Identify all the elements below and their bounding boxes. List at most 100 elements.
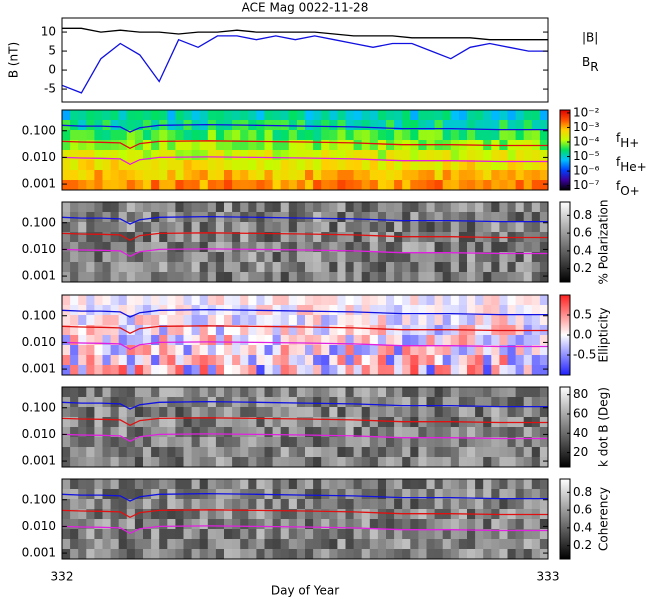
spectrogram-cell <box>305 160 314 171</box>
spectrogram-cell <box>531 499 541 510</box>
spectrogram-cell <box>491 160 500 171</box>
spectrogram-cell <box>394 417 403 428</box>
spectrogram-cell <box>442 272 452 283</box>
spectrogram-cell <box>337 232 346 243</box>
spectrogram-cell <box>434 427 444 438</box>
spectrogram-cell <box>515 120 525 131</box>
spectrogram-cell <box>450 549 460 560</box>
spectrogram-cell <box>70 222 79 233</box>
spectrogram-cell <box>386 355 395 366</box>
spectrogram-cell <box>305 365 314 376</box>
spectrogram-cell <box>369 160 379 171</box>
colorbar-tick-label: 0.0 <box>573 328 592 342</box>
spectrogram-cell <box>531 407 541 418</box>
spectrogram-cell <box>256 252 265 263</box>
spectrogram-cell <box>402 345 411 356</box>
spectrogram-cell <box>232 335 241 346</box>
y-tick-label: 0 <box>48 63 56 77</box>
spectrogram-cell <box>377 387 387 398</box>
colorbar-label: Ellipticity <box>597 308 611 363</box>
spectrogram-cell <box>296 325 306 336</box>
spectrogram-cell <box>62 457 71 468</box>
spectrogram-cell <box>264 202 274 213</box>
spectrogram-cell <box>70 242 79 253</box>
x-tick-label: 332 <box>51 570 74 584</box>
spectrogram-cell <box>337 120 346 131</box>
spectrogram-cell <box>62 150 71 161</box>
spectrogram-cell <box>467 407 476 418</box>
spectrogram-cell <box>118 397 128 408</box>
spectrogram-cell <box>199 529 209 540</box>
spectrogram-cell <box>175 479 184 490</box>
spectrogram-cell <box>126 130 136 141</box>
spectrogram-cell <box>442 549 452 560</box>
spectrogram-cell <box>321 272 330 283</box>
spectrogram-cell <box>288 232 298 243</box>
spectrogram-cell <box>507 212 517 223</box>
spectrogram-cell <box>264 437 274 448</box>
spectrogram-cell <box>467 262 476 273</box>
spectrogram-cell <box>483 222 492 233</box>
spectrogram-cell <box>118 242 128 253</box>
spectrogram-cell <box>207 222 217 233</box>
spectrogram-cell <box>280 365 290 376</box>
spectrogram-cell <box>248 325 257 336</box>
spectrogram-cell <box>86 130 95 141</box>
spectrogram-cell <box>199 325 209 336</box>
spectrogram-cell <box>475 130 484 141</box>
spectrogram-cell <box>515 262 525 273</box>
colorbar-tick-label: 0.5 <box>573 308 592 322</box>
spectrogram-cell <box>345 325 355 336</box>
spectrogram-cell <box>467 180 476 191</box>
spectrogram-cell <box>199 315 209 326</box>
spectrogram-cell <box>232 242 241 253</box>
spectrogram-cell <box>531 252 541 263</box>
spectrogram-cell <box>296 242 306 253</box>
spectrogram-cell <box>248 365 257 376</box>
spectrogram-cell <box>499 549 508 560</box>
spectrogram-cell <box>199 345 209 356</box>
spectrogram-cell <box>483 457 492 468</box>
spectrogram-cell <box>499 355 508 366</box>
spectrogram-cell <box>175 407 184 418</box>
spectrogram-cell <box>183 295 193 306</box>
spectrogram-cell <box>183 345 193 356</box>
spectrogram-cell <box>491 407 500 418</box>
spectrogram-cell <box>313 315 322 326</box>
spectrogram-cell <box>353 335 363 346</box>
spectrogram-cell <box>539 305 549 316</box>
spectrogram-cell <box>321 365 330 376</box>
spectrogram-cell <box>475 335 484 346</box>
spectrogram-cell <box>159 315 168 326</box>
spectrogram-cell <box>86 252 95 263</box>
spectrogram-cell <box>483 295 492 306</box>
spectrogram-cell <box>531 180 541 191</box>
spectrogram-cell <box>110 202 120 213</box>
spectrogram-cell <box>126 335 136 346</box>
spectrogram-cell <box>361 222 371 233</box>
spectrogram-cell <box>426 345 436 356</box>
spectrogram-cell <box>321 140 330 151</box>
spectrogram-cell <box>321 529 330 540</box>
spectrogram-cell <box>143 305 152 316</box>
spectrogram-cell <box>143 407 152 418</box>
spectrogram-cell <box>434 539 444 550</box>
spectrogram-cell <box>102 110 112 121</box>
spectrogram-cell <box>102 519 112 530</box>
colorbar-label: k dot B (Deg) <box>597 387 611 467</box>
spectrogram-cell <box>134 202 144 213</box>
spectrogram-cell <box>207 549 217 560</box>
spectrogram-cell <box>345 295 355 306</box>
spectrogram-cell <box>215 150 225 161</box>
spectrogram-cell <box>151 437 160 448</box>
spectrogram-cell <box>329 355 338 366</box>
spectrogram-cell <box>224 519 233 530</box>
spectrogram-cell <box>78 549 87 560</box>
spectrogram-cell <box>224 110 233 121</box>
spectrogram-cell <box>78 427 87 438</box>
spectrogram-cell <box>175 437 184 448</box>
spectrogram-cell <box>402 529 411 540</box>
spectrogram-cell <box>288 222 298 233</box>
spectrogram-cell <box>78 262 87 273</box>
